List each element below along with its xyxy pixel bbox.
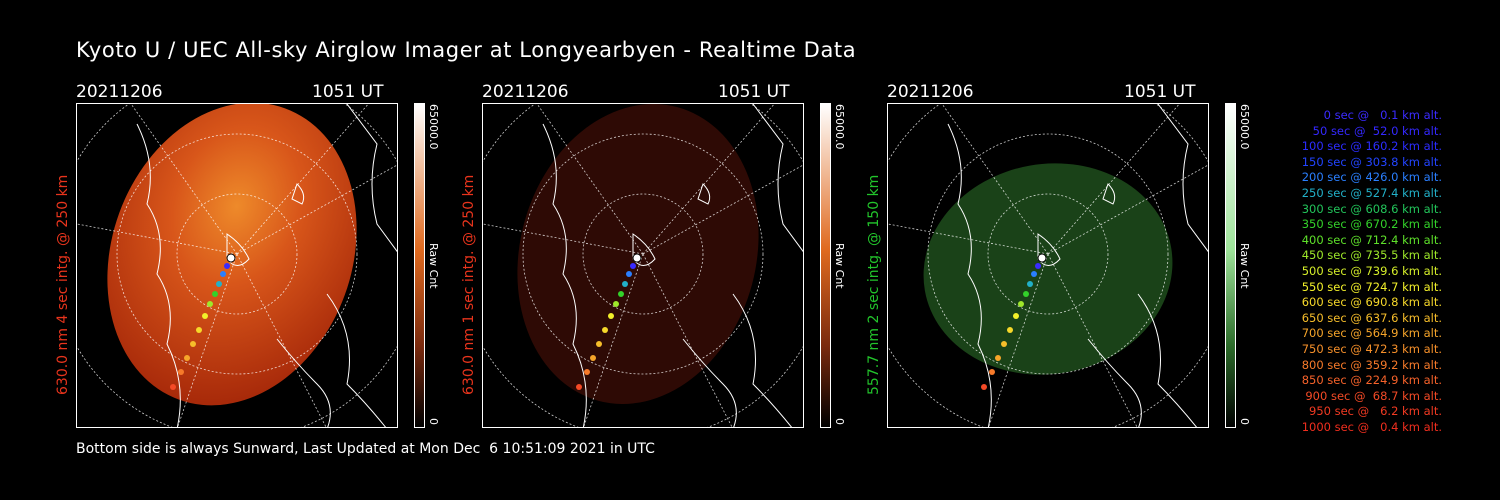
panel-1-date: 20211206 (76, 82, 163, 102)
panel-1-trajectory (170, 253, 236, 390)
panel-2-colorbar-min: 0 (833, 418, 846, 425)
legend-row: 500 sec @ 739.6 km alt. (1301, 263, 1442, 278)
panel-1-colorbar-min: 0 (427, 418, 440, 425)
panel-1-colorbar-label: Raw Cnt (427, 243, 440, 289)
panel-2-map (483, 104, 803, 427)
panel-1-colorbar-max: 65000.0 (427, 104, 440, 150)
legend-row: 350 sec @ 670.2 km alt. (1301, 217, 1442, 232)
panel-2-channel-label: 630.0 nm 1 sec intg. @ 250 km (461, 174, 477, 395)
page-title: Kyoto U / UEC All-sky Airglow Imager at … (76, 38, 857, 62)
legend-row: 900 sec @ 68.7 km alt. (1305, 388, 1442, 403)
legend-row: 0 sec @ 0.1 km alt. (1323, 108, 1442, 122)
legend-row: 150 sec @ 303.8 km alt. (1301, 154, 1442, 169)
panel-3-allsky-image (887, 103, 1209, 428)
legend-row: 100 sec @ 160.2 km alt. (1301, 139, 1442, 154)
panel-2-date: 20211206 (482, 82, 569, 102)
panel-2-colorbar-label: Raw Cnt (833, 243, 846, 289)
legend-row: 750 sec @ 472.3 km alt. (1301, 341, 1442, 356)
panel-1-allsky-image (76, 103, 398, 428)
panel-3-colorbar-max: 65000.0 (1238, 104, 1251, 150)
panel-2-trajectory (576, 253, 642, 390)
panel-1-channel-label: 630.0 nm 4 sec intg. @ 250 km (55, 174, 71, 395)
panel-3-channel-label: 557.7 nm 2 sec intg. @ 150 km (866, 174, 882, 395)
legend-row: 450 sec @ 735.5 km alt. (1301, 248, 1442, 263)
trajectory-legend: 0 sec @ 0.1 km alt. 50 sec @ 52.0 km alt.… (1262, 108, 1442, 435)
panel-3-colorbar-label: Raw Cnt (1238, 243, 1251, 289)
legend-row: 300 sec @ 608.6 km alt. (1301, 201, 1442, 216)
legend-row: 600 sec @ 690.8 km alt. (1301, 295, 1442, 310)
panel-3-trajectory (981, 253, 1047, 390)
panel-3-sky-disk (923, 163, 1173, 375)
panel-2-colorbar-max: 65000.0 (833, 104, 846, 150)
panel-1-time: 1051 UT (312, 82, 384, 102)
panel-2-sky-disk (517, 104, 759, 404)
panel-3-colorbar (1225, 103, 1236, 428)
legend-row: 200 sec @ 426.0 km alt. (1301, 170, 1442, 185)
legend-row: 800 sec @ 359.2 km alt. (1301, 357, 1442, 372)
legend-row: 700 sec @ 564.9 km alt. (1301, 326, 1442, 341)
panel-3-date: 20211206 (887, 82, 974, 102)
legend-row: 650 sec @ 637.6 km alt. (1301, 310, 1442, 325)
panel-2-allsky-image (482, 103, 804, 428)
panel-3-colorbar-min: 0 (1238, 418, 1251, 425)
panel-1-sky-disk (107, 104, 357, 406)
legend-row: 1000 sec @ 0.4 km alt. (1301, 419, 1442, 434)
legend-row: 400 sec @ 712.4 km alt. (1301, 232, 1442, 247)
footer-status: Bottom side is always Sunward, Last Upda… (76, 441, 655, 457)
panel-1-colorbar (414, 103, 425, 428)
legend-row: 850 sec @ 224.9 km alt. (1301, 373, 1442, 388)
panel-1-map (77, 104, 397, 427)
legend-row: 550 sec @ 724.7 km alt. (1301, 279, 1442, 294)
panel-2-time: 1051 UT (718, 82, 790, 102)
legend-row: 50 sec @ 52.0 km alt. (1312, 123, 1442, 138)
panel-3-time: 1051 UT (1124, 82, 1196, 102)
panel-3-map (888, 104, 1208, 427)
panel-2-colorbar (820, 103, 831, 428)
legend-row: 250 sec @ 527.4 km alt. (1301, 185, 1442, 200)
legend-row: 950 sec @ 6.2 km alt. (1309, 404, 1442, 419)
